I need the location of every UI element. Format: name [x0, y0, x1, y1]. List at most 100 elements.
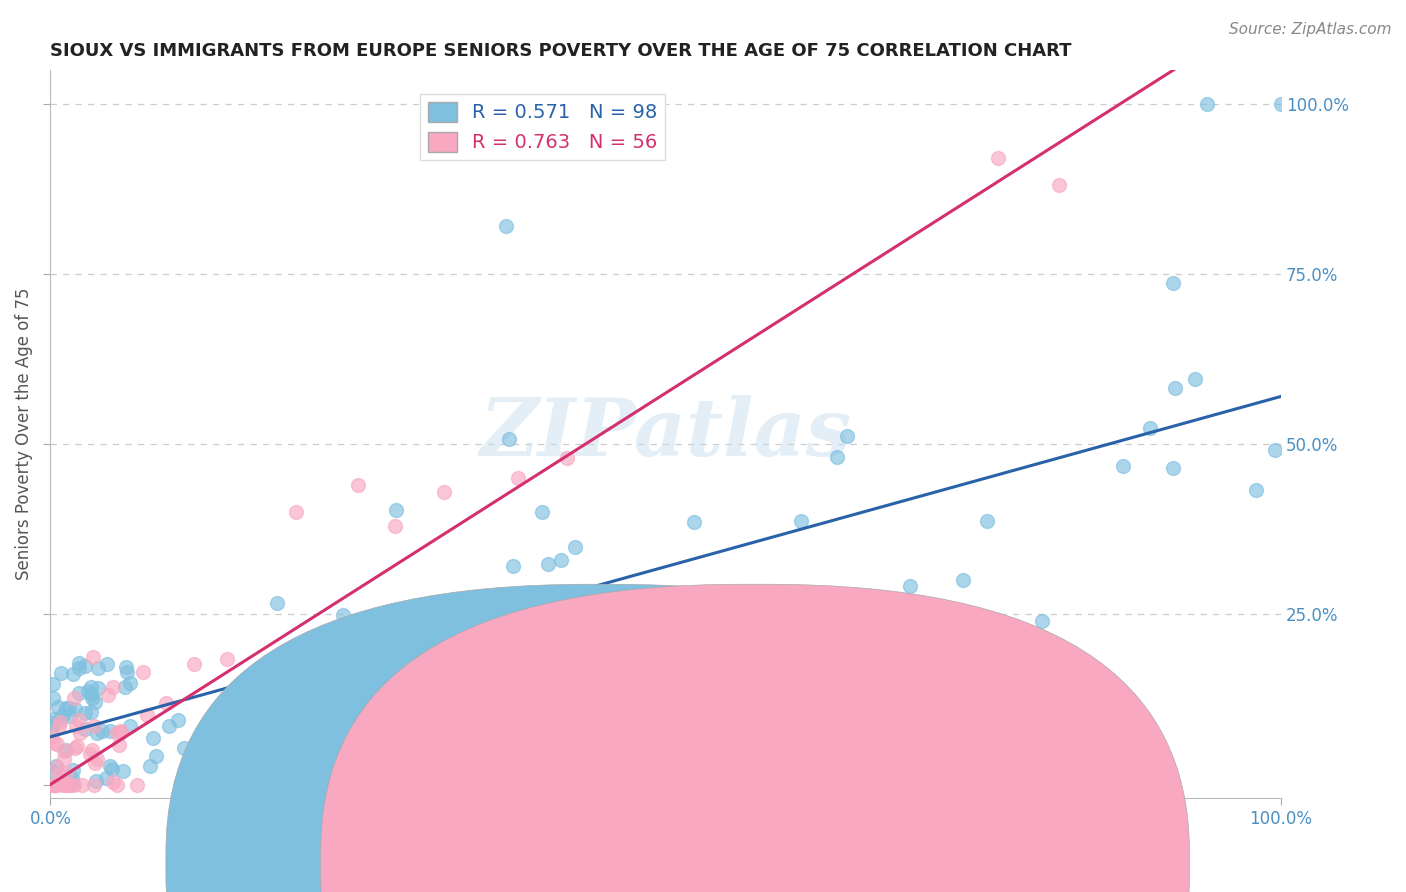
Point — [101, 681, 124, 695]
Point — [48, 767, 70, 781]
Point — [83, 756, 105, 770]
Point — [60, 771, 83, 785]
Point — [105, 778, 128, 792]
Point — [1184, 372, 1206, 386]
Point — [94, 771, 117, 785]
Point — [59, 778, 82, 792]
Point — [433, 484, 456, 499]
Point — [65, 718, 87, 732]
Point — [537, 557, 560, 571]
Point — [46, 737, 69, 751]
Point — [42, 778, 65, 792]
Point — [108, 738, 131, 752]
Point — [53, 744, 76, 758]
Legend: R = 0.571   N = 98, R = 0.763   N = 56: R = 0.571 N = 98, R = 0.763 N = 56 — [420, 94, 665, 161]
Point — [1161, 277, 1184, 291]
Point — [41, 729, 63, 743]
Point — [58, 701, 80, 715]
Point — [66, 739, 89, 753]
Point — [59, 709, 82, 723]
Point — [118, 719, 141, 733]
Point — [41, 690, 63, 705]
Point — [347, 478, 370, 492]
Point — [82, 650, 104, 665]
Point — [108, 724, 131, 739]
Point — [73, 706, 96, 720]
Point — [42, 778, 65, 792]
Point — [114, 681, 136, 695]
Point — [120, 675, 142, 690]
Point — [91, 723, 114, 738]
Point — [976, 514, 998, 528]
Point — [136, 707, 159, 722]
Point — [682, 516, 704, 530]
Point — [86, 752, 108, 766]
Point — [45, 760, 67, 774]
Y-axis label: Seniors Poverty Over the Age of 75: Seniors Poverty Over the Age of 75 — [15, 287, 32, 580]
Point — [495, 219, 517, 234]
Point — [86, 726, 108, 740]
Point — [155, 697, 177, 711]
Point — [53, 778, 76, 792]
Point — [482, 611, 505, 625]
Point — [1264, 443, 1286, 458]
Point — [73, 659, 96, 673]
Point — [44, 712, 66, 726]
Point — [127, 778, 149, 792]
Point — [139, 759, 162, 773]
Point — [974, 658, 997, 673]
Point — [384, 518, 406, 533]
Point — [1163, 381, 1185, 395]
Point — [112, 764, 135, 779]
Point — [381, 663, 404, 677]
Point — [52, 778, 75, 792]
Point — [51, 707, 73, 722]
Point — [49, 712, 72, 726]
Point — [80, 705, 103, 719]
Point — [62, 778, 84, 792]
Point — [58, 778, 80, 792]
Point — [46, 699, 69, 714]
Point — [44, 778, 66, 792]
Point — [1139, 421, 1161, 435]
Text: Sioux: Sioux — [619, 856, 664, 874]
Point — [1246, 483, 1268, 497]
Point — [83, 718, 105, 732]
Point — [564, 540, 586, 554]
Text: Immigrants from Europe: Immigrants from Europe — [773, 856, 976, 874]
Point — [266, 596, 288, 610]
Point — [45, 778, 67, 792]
Point — [63, 691, 86, 706]
Point — [1031, 614, 1053, 628]
Point — [79, 747, 101, 761]
Point — [86, 661, 108, 675]
Point — [166, 713, 188, 727]
Point — [63, 740, 86, 755]
Point — [197, 778, 219, 792]
Point — [396, 679, 419, 693]
Point — [132, 665, 155, 679]
Point — [42, 736, 65, 750]
Text: Source: ZipAtlas.com: Source: ZipAtlas.com — [1229, 22, 1392, 37]
Point — [1197, 96, 1219, 111]
Point — [70, 778, 93, 792]
Point — [384, 503, 406, 517]
Point — [80, 687, 103, 701]
Point — [278, 644, 301, 658]
Point — [350, 698, 373, 713]
Point — [67, 656, 90, 670]
Point — [62, 777, 84, 791]
Point — [83, 696, 105, 710]
Point — [502, 558, 524, 573]
Point — [67, 686, 90, 700]
Point — [49, 665, 72, 680]
Point — [42, 715, 65, 730]
Point — [86, 773, 108, 788]
Point — [87, 681, 110, 695]
Point — [53, 752, 76, 766]
Point — [1112, 458, 1135, 473]
Point — [100, 762, 122, 776]
Point — [55, 766, 77, 780]
Point — [142, 731, 165, 745]
Point — [65, 702, 87, 716]
